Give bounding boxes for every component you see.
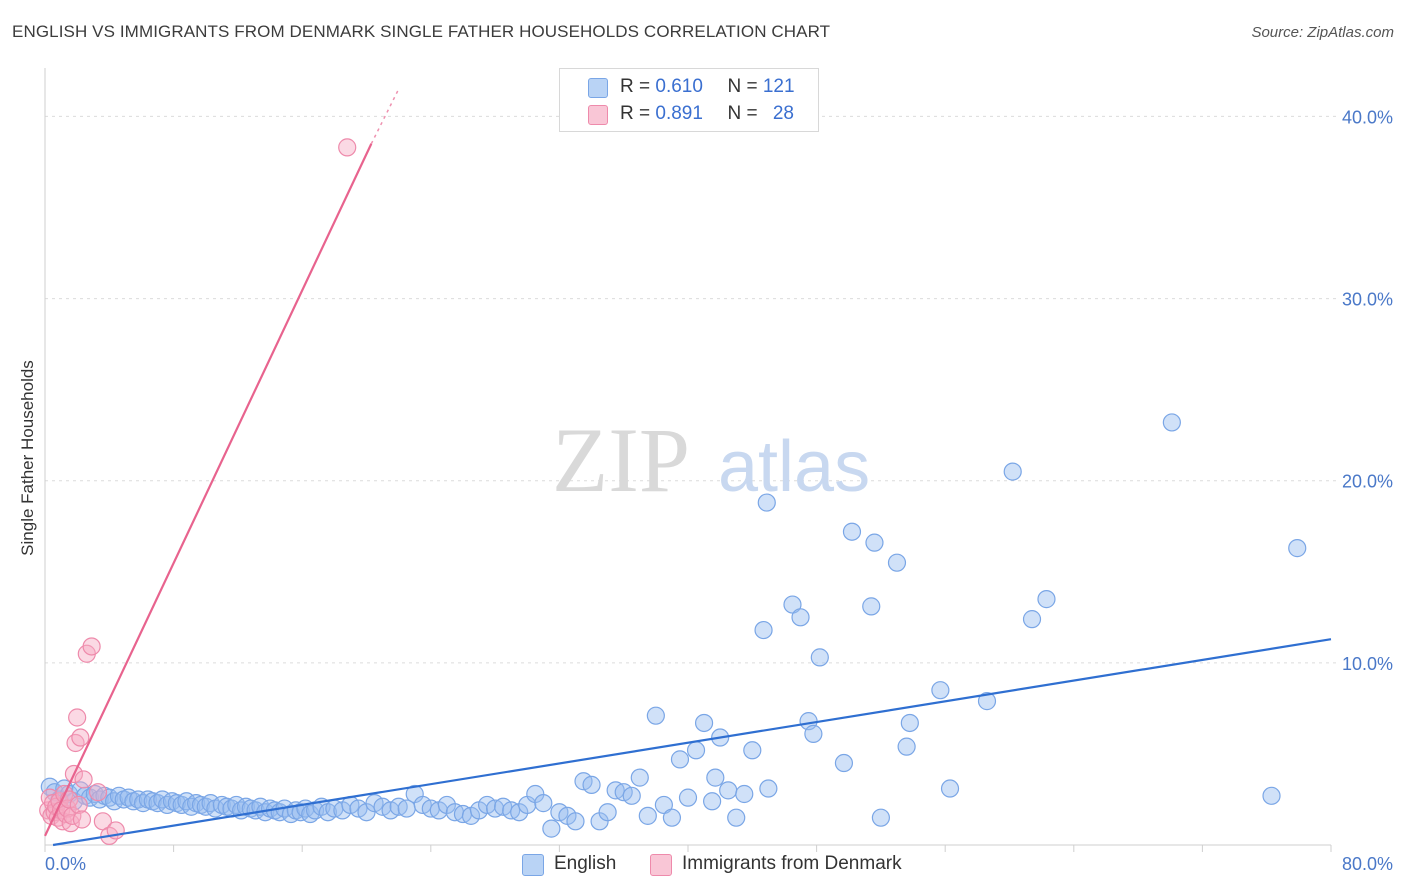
y-tick-label: 40.0% [1342, 107, 1393, 127]
watermark-zip: ZIP [552, 409, 690, 511]
denmark-point [66, 733, 85, 753]
bottom-denmark-swatch [650, 854, 672, 876]
english-point [865, 533, 884, 552]
english-point [703, 792, 722, 811]
legend-row-denmark: R = 0.891 N = 28 [620, 103, 794, 125]
english-point [977, 692, 997, 711]
legend-row-english: R = 0.610 N = 121 [620, 76, 795, 98]
english-point [754, 620, 773, 640]
english-point [719, 781, 738, 800]
trend-lines [44, 88, 1332, 847]
english-point [582, 775, 601, 794]
english-point [900, 713, 919, 733]
denmark-swatch [588, 105, 608, 125]
grid-lines [45, 115, 1339, 664]
english-point [630, 768, 649, 787]
denmark-points [39, 138, 357, 845]
denmark-point [74, 770, 93, 789]
legend-n-label: N = [727, 76, 763, 97]
x-tick-label: 0.0% [45, 854, 86, 874]
english-point [804, 724, 823, 743]
denmark-point [63, 806, 82, 825]
chart-title: ENGLISH VS IMMIGRANTS FROM DENMARK SINGL… [12, 22, 831, 41]
english-point [1288, 539, 1307, 558]
english-point [834, 753, 854, 773]
denmark-point [69, 795, 88, 815]
legend-n-label: N = [727, 103, 763, 124]
english-point [566, 812, 585, 831]
english-point [706, 768, 725, 787]
legend-r-value: 0.610 [655, 76, 703, 97]
tick-labels: 10.0% 20.0% 30.0% 40.0% 0.0% 80.0% [45, 107, 1393, 874]
english-point [1022, 610, 1042, 629]
english-point [598, 803, 617, 822]
y-tick-label: 30.0% [1342, 290, 1393, 310]
y-tick-label: 10.0% [1342, 654, 1393, 674]
stats-legend: R = 0.610 N = 121 R = 0.891 N = 28 [559, 68, 819, 132]
bottom-legend-denmark: Immigrants from Denmark [682, 853, 902, 874]
english-point [622, 786, 641, 805]
english-point [670, 750, 690, 769]
english-point [743, 741, 762, 760]
english-point [887, 553, 907, 572]
english-point [727, 808, 746, 827]
english-point [678, 788, 698, 807]
bottom-english-swatch [522, 854, 544, 876]
english-point [931, 681, 950, 700]
denmark-point [61, 814, 80, 833]
english-point [542, 819, 561, 838]
english-point [842, 522, 862, 541]
english-point [897, 737, 916, 756]
axes [44, 68, 1332, 852]
english-point [534, 794, 553, 813]
denmark-point [72, 810, 92, 829]
source-label: Source: ZipAtlas.com [1251, 24, 1394, 41]
x-tick-label: 80.0% [1342, 854, 1393, 874]
english-point [1003, 462, 1022, 481]
legend-r-label: R = [620, 76, 656, 97]
english-point [662, 808, 682, 827]
english-trend-line [52, 638, 1332, 847]
legend-r-value: 0.891 [655, 103, 703, 124]
english-point [646, 706, 665, 725]
english-point [638, 806, 657, 825]
english-point [1037, 590, 1056, 609]
denmark-point [82, 637, 101, 656]
denmark-point [68, 708, 87, 727]
watermark-atlas: atlas [718, 427, 870, 507]
legend-n-value: 121 [762, 76, 795, 97]
english-points [40, 413, 1307, 838]
english-point [1262, 786, 1281, 805]
english-point [791, 608, 810, 627]
english-point [686, 741, 706, 760]
denmark-point [71, 728, 90, 747]
legend-n-value: 28 [772, 103, 794, 124]
denmark-trend-line [44, 143, 373, 837]
english-point [871, 808, 891, 827]
english-point [862, 597, 881, 616]
english-point [940, 779, 960, 798]
bottom-legend-english: English [554, 853, 617, 874]
english-point [694, 713, 714, 733]
denmark-trend-extension [370, 88, 400, 145]
y-tick-label: 20.0% [1342, 472, 1393, 492]
denmark-point [88, 783, 108, 802]
english-point [1162, 413, 1181, 432]
denmark-point [338, 138, 357, 157]
legend-r-label: R = [620, 103, 656, 124]
english-swatch [588, 78, 608, 98]
english-point [759, 779, 778, 798]
watermark: ZIP atlas [552, 409, 870, 511]
denmark-point [40, 788, 59, 807]
english-point [810, 648, 829, 667]
english-point [735, 784, 754, 804]
english-point [757, 493, 776, 512]
